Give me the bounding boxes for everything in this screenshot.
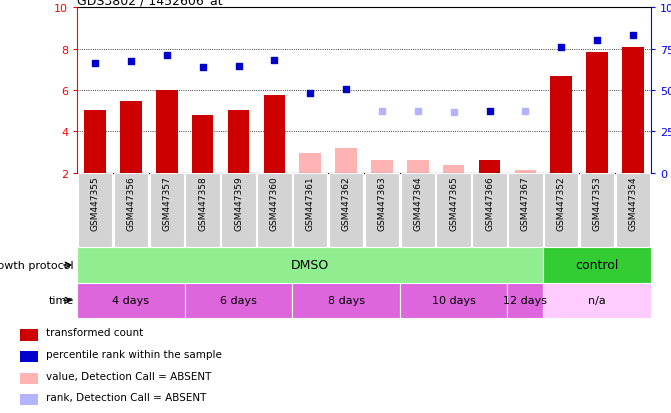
Text: GSM447354: GSM447354 (629, 176, 637, 230)
Point (269, 57, 280, 64)
Bar (20, 329, 38, 341)
Bar (443, 165, 464, 173)
Text: DMSO: DMSO (291, 259, 329, 272)
Text: GSM447365: GSM447365 (449, 176, 458, 230)
Point (233, 64, 244, 70)
Point (520, 108, 531, 115)
Text: 12 days: 12 days (503, 295, 548, 306)
Bar (227, 110, 250, 173)
Bar (156, 90, 178, 173)
Point (90, 61, 101, 67)
Bar (20, 351, 38, 363)
Point (125, 59, 136, 65)
Bar (299, 154, 321, 173)
Point (305, 91, 315, 97)
Bar (221, 173, 256, 248)
Bar (472, 173, 507, 248)
Text: GSM447364: GSM447364 (413, 176, 422, 230)
Bar (336, 149, 357, 173)
Bar (77, 248, 544, 283)
Bar (365, 173, 399, 248)
Bar (150, 173, 184, 248)
Bar (616, 173, 650, 248)
Bar (329, 173, 363, 248)
Bar (550, 76, 572, 173)
Bar (371, 161, 393, 173)
Text: value, Detection Call = ABSENT: value, Detection Call = ABSENT (46, 371, 211, 381)
Text: GSM447363: GSM447363 (378, 176, 386, 230)
Text: GSM447355: GSM447355 (91, 176, 99, 230)
Bar (77, 283, 185, 318)
Text: GSM447358: GSM447358 (198, 176, 207, 230)
Bar (78, 173, 112, 248)
Bar (479, 161, 501, 173)
Bar (401, 173, 435, 248)
Text: GSM447356: GSM447356 (126, 176, 136, 230)
Bar (580, 173, 614, 248)
Point (341, 87, 352, 93)
Bar (508, 173, 543, 248)
Text: GSM447367: GSM447367 (521, 176, 530, 230)
Text: GSM447359: GSM447359 (234, 176, 243, 230)
Text: time: time (48, 295, 74, 306)
Bar (544, 283, 651, 318)
Text: GSM447357: GSM447357 (162, 176, 171, 230)
Bar (264, 96, 285, 173)
Text: GSM447361: GSM447361 (306, 176, 315, 230)
Text: n/a: n/a (588, 295, 606, 306)
Bar (515, 170, 536, 173)
Point (197, 65, 208, 71)
Bar (436, 173, 471, 248)
Point (413, 108, 423, 115)
Bar (622, 47, 643, 173)
Bar (185, 173, 220, 248)
Point (556, 44, 566, 51)
Bar (544, 248, 651, 283)
Bar (293, 283, 400, 318)
Text: control: control (576, 259, 619, 272)
Text: GSM447362: GSM447362 (342, 176, 350, 230)
Bar (192, 116, 213, 173)
Bar (185, 283, 293, 318)
Text: 10 days: 10 days (431, 295, 476, 306)
Bar (407, 161, 429, 173)
Bar (120, 102, 142, 173)
Point (162, 52, 172, 59)
Text: 4 days: 4 days (113, 295, 150, 306)
Text: transformed count: transformed count (46, 328, 144, 337)
Bar (544, 173, 578, 248)
Text: rank, Detection Call = ABSENT: rank, Detection Call = ABSENT (46, 392, 207, 402)
Text: growth protocol: growth protocol (0, 260, 74, 271)
Text: 8 days: 8 days (327, 295, 364, 306)
Bar (114, 173, 148, 248)
Bar (20, 394, 38, 405)
Point (627, 33, 638, 39)
Point (592, 38, 603, 45)
Text: GSM447360: GSM447360 (270, 176, 279, 230)
Point (448, 109, 459, 116)
Bar (257, 173, 292, 248)
Text: GSM447353: GSM447353 (592, 176, 602, 230)
Text: GSM447352: GSM447352 (557, 176, 566, 230)
Bar (293, 173, 327, 248)
Text: GSM447366: GSM447366 (485, 176, 494, 230)
Point (484, 108, 495, 115)
Bar (507, 283, 544, 318)
Bar (20, 373, 38, 385)
Text: percentile rank within the sample: percentile rank within the sample (46, 349, 222, 359)
Bar (586, 53, 608, 173)
Bar (400, 283, 507, 318)
Text: GDS3802 / 1452606_at: GDS3802 / 1452606_at (77, 0, 223, 7)
Text: 6 days: 6 days (220, 295, 257, 306)
Bar (85, 110, 106, 173)
Point (376, 108, 387, 115)
